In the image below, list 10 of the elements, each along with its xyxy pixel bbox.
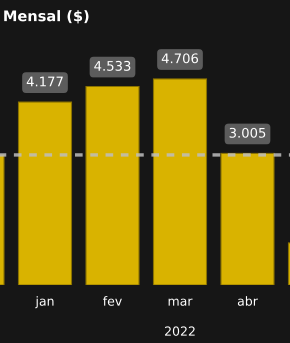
x-tick-label: jan	[35, 296, 54, 308]
data-label: 3.005	[230, 128, 266, 138]
data-label: 4.177	[26, 76, 63, 86]
x-tick-label: fev	[103, 296, 122, 306]
chart-title: Mensal ($)	[4, 10, 89, 24]
text: 2022	[165, 326, 195, 336]
x-tick-label: mar	[168, 298, 192, 306]
x-tick-label: abr	[238, 296, 258, 306]
data-label: 4.533	[94, 60, 130, 71]
data-label: 4.706	[162, 53, 198, 64]
